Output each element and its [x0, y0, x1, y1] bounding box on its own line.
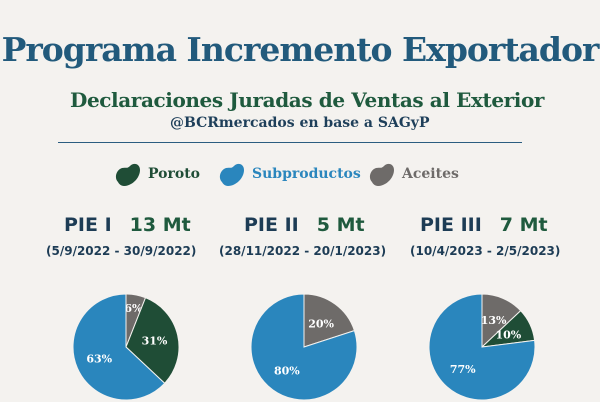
pie-slice-poroto — [125, 297, 180, 384]
bean-icon — [219, 163, 244, 186]
pie-data-label: 10% — [495, 329, 521, 342]
pie-data-label: 6% — [124, 302, 143, 315]
source-credit: @BCRmercados en base a SAGyP — [170, 115, 430, 131]
pie-chart-1: 6% 31% 63% — [72, 293, 180, 401]
pie-slice-subproductos — [72, 293, 166, 401]
legend-label: Aceites — [402, 166, 459, 182]
bean-icon — [369, 163, 394, 186]
pie-volume: 13 Mt — [129, 214, 191, 236]
pie-volume: 5 Mt — [316, 214, 365, 236]
pie-1-heading: PIE I 13 Mt — [64, 214, 191, 236]
pie-2-heading: PIE II 5 Mt — [244, 214, 365, 236]
pie-data-label: 77% — [450, 363, 476, 376]
legend: Poroto Subproductos Aceites — [0, 160, 600, 190]
pie-data-label: 13% — [481, 314, 507, 327]
pie-dates: (10/4/2023 - 2/5/2023) — [410, 244, 561, 258]
pie-slice-subproductos — [428, 293, 536, 401]
pie-chart-3: 13% 10% 77% — [428, 293, 536, 401]
pie-data-label: 20% — [308, 317, 334, 330]
legend-label: Subproductos — [252, 166, 361, 182]
pie-slice-subproductos — [250, 293, 358, 401]
legend-label: Poroto — [148, 166, 201, 182]
pie-chart-2: 20% 80% — [250, 293, 358, 401]
pie-slice-aceites — [303, 293, 356, 348]
pie-volume: 7 Mt — [499, 214, 548, 236]
pie-data-label: 63% — [86, 353, 112, 366]
bean-icon — [115, 163, 140, 186]
legend-item-aceites: Aceites — [366, 160, 459, 188]
legend-item-poroto: Poroto — [112, 160, 200, 188]
pie-title: PIE III — [420, 214, 482, 236]
page-title: Programa Incremento Exportador — [1, 30, 600, 69]
pie-data-label: 31% — [142, 335, 168, 348]
pie-data-label: 80% — [274, 365, 300, 378]
pie-title: PIE II — [244, 214, 299, 236]
pie-title: PIE I — [64, 214, 112, 236]
pie-3-heading: PIE III 7 Mt — [420, 214, 548, 236]
pie-dates: (5/9/2022 - 30/9/2022) — [46, 244, 197, 258]
pie-dates: (28/11/2022 - 20/1/2023) — [219, 244, 387, 258]
divider — [58, 142, 522, 143]
page-subtitle: Declaraciones Juradas de Ventas al Exter… — [70, 88, 545, 112]
legend-item-subproductos: Subproductos — [216, 160, 361, 188]
